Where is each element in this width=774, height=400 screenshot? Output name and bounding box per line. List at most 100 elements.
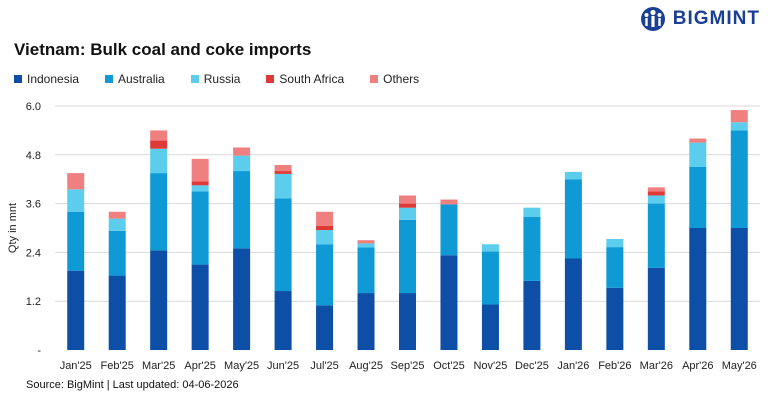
x-tick-label: May'26 (722, 360, 757, 372)
x-tick-label: Mar'26 (640, 360, 673, 372)
bar-indonesia (689, 228, 707, 350)
bar-indonesia (316, 305, 334, 350)
legend-swatch (14, 75, 22, 83)
bar-russia (108, 218, 126, 231)
bar-indonesia (357, 293, 375, 350)
bar-indonesia (191, 264, 209, 350)
bar-russia (357, 243, 375, 248)
bar-indonesia (564, 258, 582, 350)
bar-indonesia (274, 291, 292, 350)
bar-russia (67, 189, 85, 212)
legend-swatch (266, 75, 275, 83)
bar-russia (191, 185, 209, 192)
bar-others (399, 195, 416, 204)
x-tick-label: Aug'25 (349, 360, 383, 372)
bar-indonesia (647, 267, 665, 350)
bar-australia (357, 247, 375, 294)
y-tick-label: 3.6 (26, 199, 41, 211)
bar-indonesia (730, 228, 748, 350)
brand-name: BIGMINT (672, 8, 760, 29)
x-tick-label: Oct'25 (433, 360, 464, 372)
bar-others (233, 147, 251, 156)
bar-russia (316, 230, 334, 245)
bar-russia (689, 142, 707, 167)
y-axis-title: Qty in mnt (7, 203, 19, 253)
x-tick-label: Feb'25 (101, 360, 134, 372)
bar-others (689, 138, 707, 143)
bar-others (730, 110, 748, 123)
chart-legend: Indonesia Australia Russia South Africa Othe… (14, 72, 445, 86)
bar-russia (647, 195, 665, 204)
bar-australia (399, 219, 416, 294)
legend-item-indonesia: Indonesia (14, 72, 79, 86)
legend-swatch (370, 75, 379, 83)
bar-indonesia (399, 293, 416, 350)
bar-indonesia (440, 255, 458, 350)
x-tick-label: May'25 (224, 360, 259, 372)
x-tick-label: Feb'26 (598, 360, 631, 372)
bar-australia (233, 171, 251, 249)
bar-australia (440, 204, 458, 256)
bar-others (150, 130, 168, 141)
bar-russia (233, 155, 251, 172)
bar-russia (564, 171, 582, 180)
source-note: Source: BigMint | Last updated: 04-06-20… (26, 379, 239, 391)
bar-australia (606, 247, 624, 288)
legend-item-russia: Russia (190, 72, 241, 86)
bar-south-africa (274, 171, 292, 174)
legend-label: Indonesia (27, 72, 80, 86)
bar-others (357, 240, 375, 244)
bar-australia (523, 217, 541, 281)
bar-others (274, 164, 292, 172)
x-tick-label: Apr'26 (682, 360, 713, 372)
y-tick-label: 2.4 (26, 247, 41, 259)
bigmint-logo-icon (640, 7, 665, 31)
bar-others (108, 211, 126, 219)
bar-australia (67, 211, 85, 271)
bar-australia (108, 230, 126, 276)
legend-item-south-africa: South Africa (266, 72, 344, 86)
bar-australia (274, 198, 292, 292)
legend-label: Others (383, 72, 420, 86)
bar-russia (274, 173, 292, 199)
bar-australia (481, 251, 499, 305)
legend-label: South Africa (279, 72, 345, 86)
x-tick-label: Mar'25 (142, 360, 175, 372)
chart-title: Vietnam: Bulk coal and coke imports (14, 40, 312, 59)
bar-australia (191, 191, 209, 265)
bar-indonesia (233, 248, 251, 350)
bar-south-africa (191, 181, 209, 186)
y-tick-label: 1.2 (26, 296, 41, 308)
bar-australia (316, 244, 334, 306)
legend-label: Russia (203, 72, 241, 86)
bar-australia (689, 167, 707, 228)
bar-russia (150, 148, 168, 174)
bar-south-africa (399, 203, 416, 208)
x-tick-label: Nov'25 (473, 360, 507, 372)
x-tick-label: Jan'26 (557, 360, 589, 372)
bar-indonesia (150, 250, 168, 350)
y-tick-label: 6.0 (26, 101, 41, 113)
bar-australia (647, 203, 665, 268)
x-tick-label: Sep'25 (391, 360, 425, 372)
bar-indonesia (523, 280, 541, 350)
bar-russia (730, 122, 748, 131)
bar-indonesia (481, 304, 499, 350)
bar-others (191, 158, 209, 182)
legend-swatch (190, 75, 199, 83)
x-tick-label: Dec'25 (515, 360, 549, 372)
legend-swatch (105, 75, 114, 83)
x-tick-label: Jan'25 (60, 360, 92, 372)
bar-south-africa (316, 225, 334, 231)
legend-label: Australia (118, 72, 165, 86)
legend-item-australia: Australia (105, 72, 165, 86)
bar-russia (523, 207, 541, 218)
x-tick-label: Apr'25 (184, 360, 215, 372)
y-tick-label: 4.8 (26, 150, 41, 162)
bar-australia (564, 179, 582, 259)
bar-indonesia (67, 270, 85, 350)
bar-australia (730, 130, 748, 228)
bar-russia (606, 238, 624, 248)
bar-russia (399, 207, 416, 220)
